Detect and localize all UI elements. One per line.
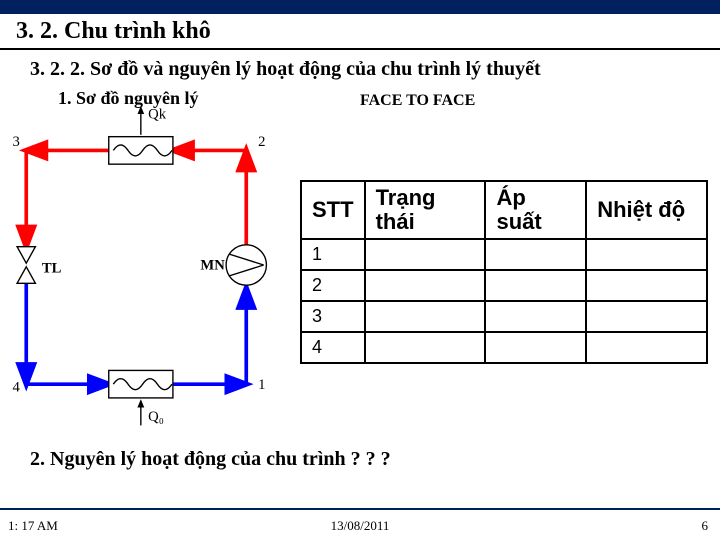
- evaporator-icon: Q₀: [109, 370, 173, 425]
- heading-2: 3. 2. 2. Sơ đồ và nguyên lý hoạt động củ…: [30, 58, 541, 81]
- tl-label: TL: [42, 260, 62, 276]
- node-1-label: 1: [258, 377, 265, 393]
- section-2-prompt: 2. Nguyên lý hoạt động của chu trình ? ?…: [30, 448, 391, 471]
- table-header-row: STT Trạng thái Áp suất Nhiệt độ: [301, 181, 707, 239]
- cycle-diagram: Qk Q₀ MN TL 1 2 3 4: [0, 100, 300, 430]
- mn-label: MN: [200, 258, 225, 274]
- th-nhiet: Nhiệt độ: [586, 181, 707, 239]
- node-3-label: 3: [13, 134, 20, 150]
- top-blue-bar: [0, 0, 720, 14]
- footer: 1: 17 AM 13/08/2011 6: [0, 508, 720, 540]
- table-row: 4: [301, 332, 707, 363]
- node-2-label: 2: [258, 134, 265, 150]
- condenser-icon: Qk: [109, 106, 173, 164]
- footer-time: 1: 17 AM: [8, 518, 58, 534]
- face-to-face-label: FACE TO FACE: [360, 92, 475, 110]
- table-row: 1: [301, 239, 707, 270]
- q0-label: Q₀: [148, 409, 164, 425]
- compressor-icon: MN: [200, 245, 266, 285]
- rule-under-h1: [0, 48, 720, 50]
- table-row: 3: [301, 301, 707, 332]
- heading-1: 3. 2. Chu trình khô: [16, 18, 211, 45]
- th-stt: STT: [301, 181, 365, 239]
- throttle-icon: TL: [17, 247, 62, 284]
- footer-page: 6: [702, 518, 709, 534]
- th-apsuat: Áp suất: [485, 181, 586, 239]
- qk-label: Qk: [148, 106, 167, 122]
- state-table: STT Trạng thái Áp suất Nhiệt độ 1 2 3 4: [300, 180, 708, 364]
- th-trang: Trạng thái: [365, 181, 486, 239]
- table-row: 2: [301, 270, 707, 301]
- footer-date: 13/08/2011: [331, 518, 390, 534]
- node-4-label: 4: [13, 380, 21, 396]
